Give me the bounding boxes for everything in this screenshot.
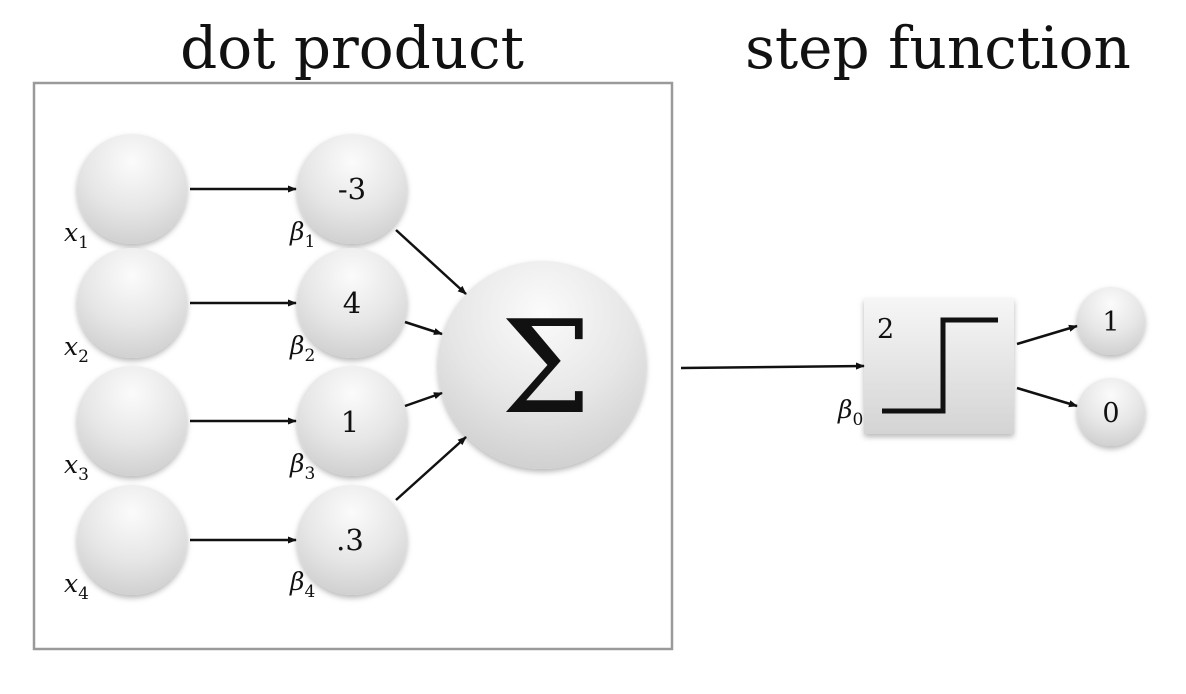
input-label-1: x1 [64,218,89,253]
arrow-weight-sum-4 [395,436,467,501]
arrow-weight-sum-1 [395,229,467,295]
arrow-step-output-0 [1016,386,1078,408]
arrow-sum-step [680,362,865,370]
input-label-2: x2 [64,332,89,367]
weight-node-4 [297,485,407,595]
weight-value-2: 4 [343,286,361,320]
sum-node [438,261,646,469]
weight-value-3: 1 [341,405,359,439]
step-curve [882,317,998,414]
arrow-weight-sum-2 [404,320,443,336]
weight-node-1 [297,134,407,244]
output-node-1 [1077,287,1145,355]
title-dot-product: dot product [180,14,524,82]
output-value-0: 0 [1102,398,1119,429]
weight-label-2: β2 [289,331,315,366]
weight-label-4: β4 [289,567,315,602]
input-node-4 [77,485,187,595]
dot-product-frame [32,81,674,651]
weight-value-1: -3 [338,172,366,206]
arrow-weight-sum-3 [404,391,443,408]
title-step-function: step function [745,14,1131,82]
arrow-step-output-1 [1016,324,1078,346]
output-value-1: 1 [1102,307,1119,338]
weight-node-2 [297,248,407,358]
sum-symbol: Σ [501,294,592,443]
weight-label-3: β3 [289,449,315,484]
weight-node-3 [297,366,407,476]
weight-value-4: .3 [336,523,364,557]
step-threshold: 2 [877,314,894,345]
bias-label: β0 [837,395,863,430]
input-node-2 [77,248,187,358]
input-label-3: x3 [64,450,89,485]
weight-label-1: β1 [289,217,315,252]
input-label-4: x4 [64,569,89,604]
input-node-1 [77,134,187,244]
output-node-0 [1077,378,1145,446]
input-node-3 [77,366,187,476]
